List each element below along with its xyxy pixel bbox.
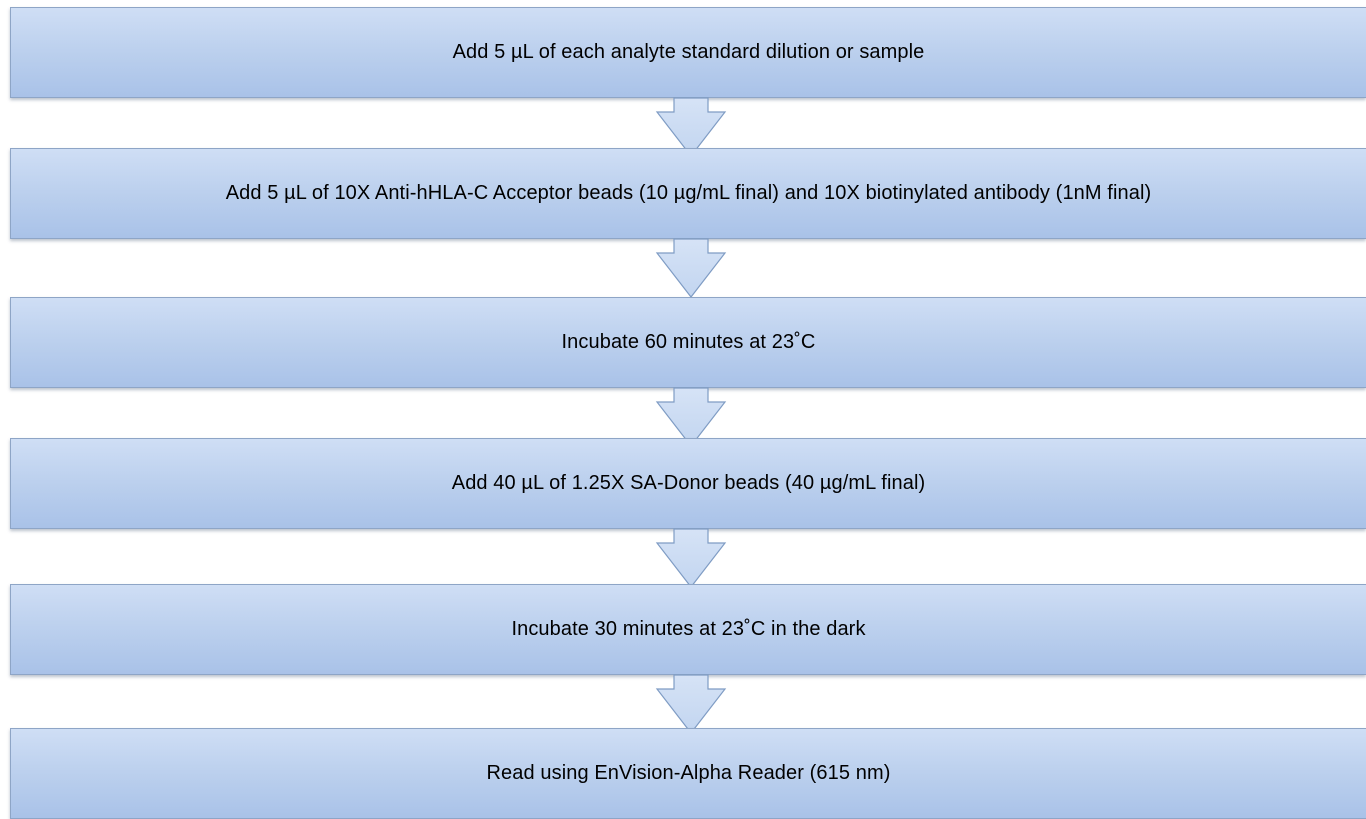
down-arrow-icon (655, 387, 727, 447)
down-arrow-icon (655, 674, 727, 734)
flowchart-step-label: Add 5 µL of 10X Anti-hHLA-C Acceptor bea… (225, 182, 1152, 204)
flowchart-step-label: Add 40 µL of 1.25X SA-Donor beads (40 µg… (451, 472, 926, 494)
down-arrow-icon (655, 97, 727, 157)
flowchart-step-label: Incubate 30 minutes at 23˚C in the dark (511, 618, 866, 640)
down-arrow-icon (655, 238, 727, 298)
flowchart-step-label: Add 5 µL of each analyte standard diluti… (452, 41, 925, 63)
flowchart-step-box: Read using EnVision-Alpha Reader (615 nm… (10, 728, 1366, 819)
down-arrow-icon (655, 528, 727, 588)
flowchart-step-box: Add 5 µL of each analyte standard diluti… (10, 7, 1366, 98)
flowchart-step-box: Add 40 µL of 1.25X SA-Donor beads (40 µg… (10, 438, 1366, 529)
flowchart-step-label: Incubate 60 minutes at 23˚C (561, 331, 816, 353)
flowchart-step-box: Incubate 60 minutes at 23˚C (10, 297, 1366, 388)
flowchart-step-box: Incubate 30 minutes at 23˚C in the dark (10, 584, 1366, 675)
flowchart-step-label: Read using EnVision-Alpha Reader (615 nm… (486, 762, 891, 784)
flowchart-step-box: Add 5 µL of 10X Anti-hHLA-C Acceptor bea… (10, 148, 1366, 239)
